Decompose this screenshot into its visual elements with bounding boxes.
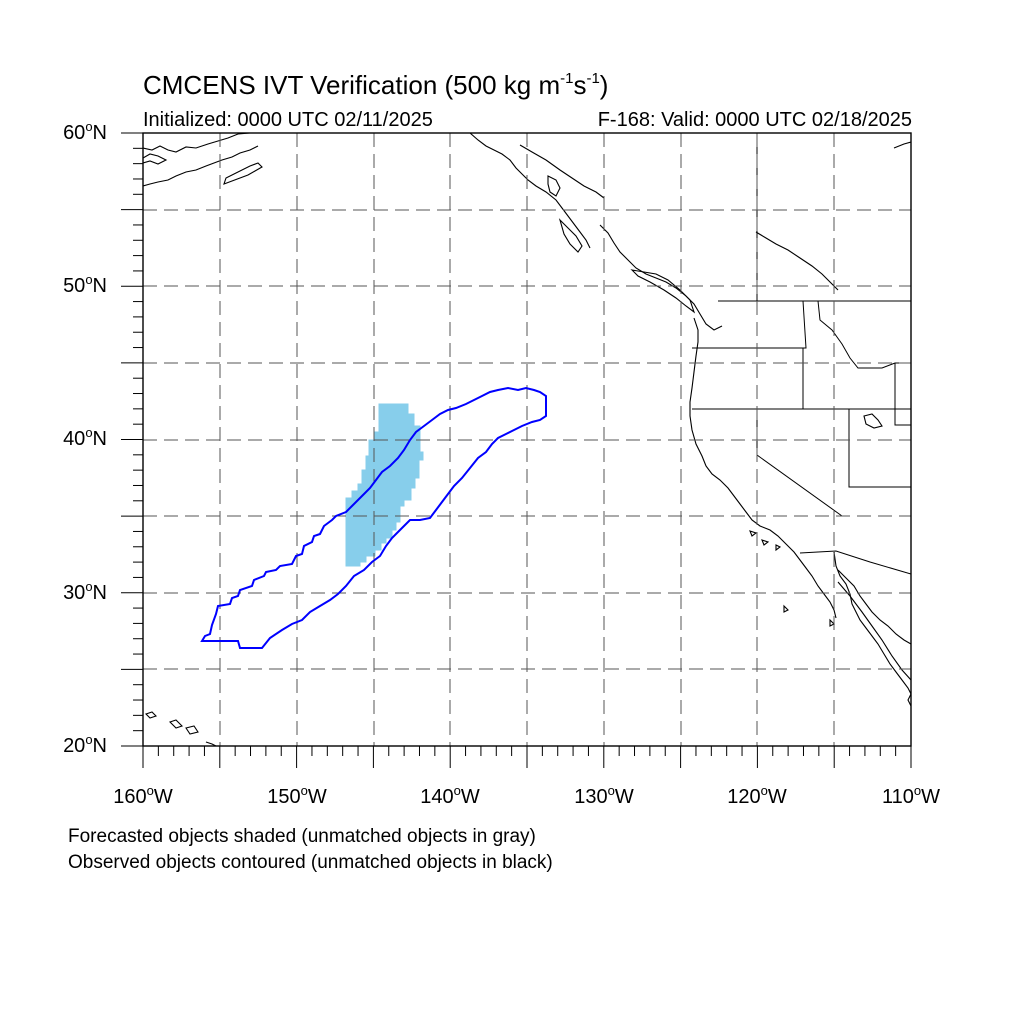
- title-end: ): [599, 70, 609, 100]
- lat-label-30n: 30oN: [63, 579, 107, 604]
- forecast-object: [345, 403, 424, 567]
- lon-label-130w: 130oW: [574, 783, 634, 808]
- chart-title: CMCENS IVT Verification (500 kg m-1s-1): [143, 70, 608, 101]
- lat-label-50n: 50oN: [63, 272, 107, 297]
- observed-object: [200, 386, 547, 649]
- lon-label-110w: 110oW: [881, 783, 940, 808]
- title-mid: s: [573, 70, 587, 100]
- title-exp2: -1: [586, 70, 600, 87]
- lon-label-160w: 160oW: [113, 783, 173, 808]
- lat-label-40n: 40oN: [63, 425, 107, 450]
- lon-label-150w: 150oW: [267, 783, 327, 808]
- lon-label-140w: 140oW: [420, 783, 480, 808]
- lon-label-120w: 120oW: [727, 783, 787, 808]
- footnote-observed: Observed objects contoured (unmatched ob…: [68, 852, 553, 873]
- lat-label-60n: 60oN: [63, 119, 107, 144]
- lat-lon-grid: [143, 133, 911, 746]
- lat-label-20n: 20oN: [63, 732, 107, 757]
- footnote-forecast: Forecasted objects shaded (unmatched obj…: [68, 826, 536, 847]
- init-time-label: Initialized: 0000 UTC 02/11/2025: [143, 109, 433, 131]
- map-border: [142, 132, 912, 747]
- title-main: CMCENS IVT Verification (500 kg m: [143, 70, 561, 100]
- forecast-object-shading: [345, 403, 424, 567]
- observed-object-contour: [200, 386, 547, 649]
- political-boundaries: [692, 133, 911, 575]
- title-exp1: -1: [560, 70, 574, 87]
- coastlines: [143, 133, 911, 746]
- axis-ticks: [121, 132, 912, 768]
- valid-time-label: F-168: Valid: 0000 UTC 02/18/2025: [597, 109, 912, 131]
